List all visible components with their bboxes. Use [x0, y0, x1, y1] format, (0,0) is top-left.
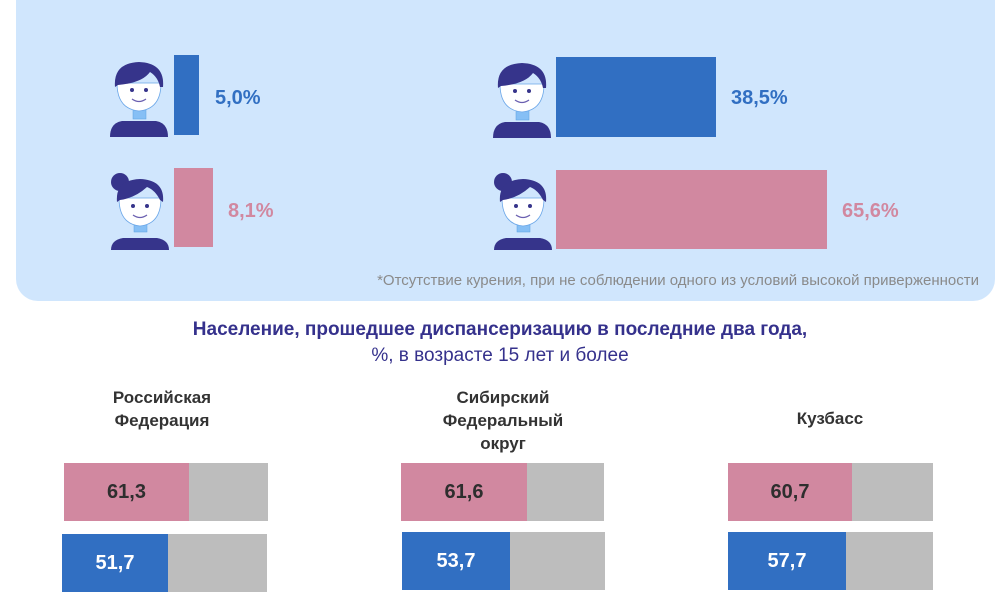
male-value-group1: 5,0%	[215, 87, 261, 109]
male-person-icon	[108, 57, 170, 137]
female-value-group1: 8,1%	[228, 200, 274, 222]
male-value-kuzbass: 57,7	[728, 532, 846, 590]
region-label-kuzbass: Кузбасс	[796, 409, 864, 428]
female-bar-group2	[556, 170, 827, 249]
female-stack-russia: 61,3	[64, 463, 268, 521]
male-value-siberia: 53,7	[402, 532, 510, 590]
smoking-panel	[16, 0, 995, 301]
female-value-kuzbass: 60,7	[728, 463, 852, 521]
chart-title-line2: %, в возрасте 15 лет и более	[371, 345, 629, 366]
male-stack-siberia: 53,7	[402, 532, 605, 590]
chart-title: Население, прошедшее диспансеризацию в п…	[0, 317, 1000, 369]
female-person-icon	[109, 170, 171, 250]
male-value-group2: 38,5%	[731, 87, 788, 109]
female-bar-group1	[174, 168, 213, 247]
male-stack-kuzbass: 57,7	[728, 532, 933, 590]
female-value-siberia: 61,6	[401, 463, 527, 521]
male-person-icon	[491, 58, 553, 138]
male-bar-group1	[174, 55, 199, 135]
region-label-russia: Российская Федерация	[112, 388, 212, 430]
female-person-icon	[492, 170, 554, 250]
chart-title-line1: Население, прошедшее диспансеризацию в п…	[192, 319, 808, 340]
female-stack-siberia: 61,6	[401, 463, 604, 521]
female-value-russia: 61,3	[64, 463, 189, 521]
male-bar-group2	[556, 57, 716, 137]
female-value-group2: 65,6%	[842, 200, 899, 222]
male-stack-russia: 51,7	[62, 534, 267, 592]
region-label-siberia: Сибирский Федеральный округ	[442, 388, 564, 453]
female-stack-kuzbass: 60,7	[728, 463, 933, 521]
footnote: *Отсутствие курения, при не соблюдении о…	[377, 272, 979, 289]
male-value-russia: 51,7	[62, 534, 168, 592]
